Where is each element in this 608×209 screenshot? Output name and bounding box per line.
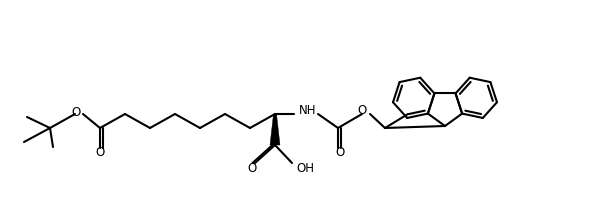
Text: O: O [358,104,367,117]
Text: OH: OH [296,162,314,175]
Text: O: O [95,147,105,159]
Text: O: O [71,106,81,119]
Text: O: O [336,147,345,159]
Text: NH: NH [299,104,317,117]
Text: O: O [247,162,257,175]
Polygon shape [270,114,280,145]
